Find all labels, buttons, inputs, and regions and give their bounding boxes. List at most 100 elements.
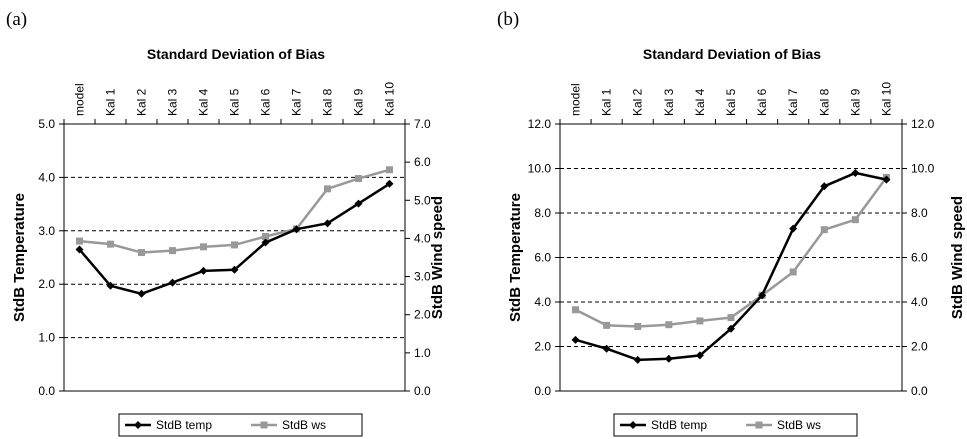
y2-tick-label: 0.0 bbox=[414, 384, 431, 398]
data-point-temp bbox=[354, 199, 363, 208]
category-label: Kal 6 bbox=[259, 88, 273, 116]
y-tick-label: 10.0 bbox=[528, 162, 552, 176]
category-label: Kal 8 bbox=[817, 88, 831, 116]
data-point-ws bbox=[355, 175, 362, 183]
data-point-temp bbox=[758, 291, 767, 300]
y-tick-label: 2.0 bbox=[534, 340, 551, 354]
data-point-temp bbox=[882, 175, 891, 184]
data-point-ws bbox=[324, 185, 331, 193]
y2-tick-label: 12.0 bbox=[911, 117, 935, 131]
data-point-temp bbox=[385, 179, 394, 188]
category-label: model bbox=[73, 83, 87, 116]
y-axis-title: StdB Temperature bbox=[507, 193, 524, 322]
category-label: Kal 2 bbox=[135, 88, 149, 116]
legend-label-ws: StdB ws bbox=[777, 418, 821, 432]
data-point-temp bbox=[727, 324, 735, 333]
category-label: Kal 1 bbox=[600, 88, 614, 116]
y-tick-label: 12.0 bbox=[528, 117, 552, 131]
category-label: Kal 9 bbox=[352, 88, 366, 116]
data-point-ws bbox=[851, 216, 859, 224]
y-axis-title: StdB Temperature bbox=[11, 193, 28, 322]
y2-tick-label: 6.0 bbox=[911, 251, 928, 265]
legend-box bbox=[118, 413, 363, 437]
panel-label: (a) bbox=[6, 9, 27, 30]
y-tick-label: 1.0 bbox=[38, 331, 55, 345]
data-point-temp bbox=[106, 281, 115, 290]
data-point-ws bbox=[665, 321, 673, 329]
data-point-ws bbox=[138, 249, 145, 257]
y2-tick-label: 7.0 bbox=[414, 117, 431, 131]
data-point-temp bbox=[292, 225, 301, 234]
legend-label-temp: StdB temp bbox=[651, 418, 707, 432]
category-label: Kal 1 bbox=[104, 88, 118, 116]
y-tick-label: 4.0 bbox=[534, 295, 551, 309]
y-tick-label: 4.0 bbox=[38, 170, 55, 184]
y2-tick-label: 4.0 bbox=[414, 231, 431, 245]
category-label: Kal 9 bbox=[848, 88, 862, 116]
category-label: Kal 4 bbox=[693, 88, 707, 116]
data-point-ws bbox=[572, 306, 580, 314]
data-point-ws bbox=[169, 247, 176, 255]
data-point-temp bbox=[75, 245, 84, 254]
data-point-temp bbox=[199, 266, 208, 275]
y2-tick-label: 8.0 bbox=[911, 206, 928, 220]
y2-tick-label: 2.0 bbox=[414, 308, 431, 322]
y2-tick-label: 0.0 bbox=[911, 384, 928, 398]
data-point-ws bbox=[231, 241, 238, 249]
data-point-temp bbox=[695, 351, 704, 360]
data-point-temp bbox=[230, 265, 239, 274]
category-label: Kal 10 bbox=[879, 82, 893, 116]
y2-tick-label: 5.0 bbox=[414, 193, 431, 207]
y-tick-label: 5.0 bbox=[38, 117, 55, 131]
category-label: Kal 7 bbox=[290, 88, 304, 116]
data-point-temp bbox=[820, 182, 829, 191]
y-tick-label: 0.0 bbox=[38, 384, 55, 398]
legend-label-temp: StdB temp bbox=[156, 418, 212, 432]
y2-tick-label: 6.0 bbox=[414, 155, 431, 169]
y2-tick-label: 3.0 bbox=[414, 270, 431, 284]
y2-tick-label: 2.0 bbox=[911, 340, 928, 354]
data-point-temp bbox=[261, 238, 270, 247]
category-label: Kal 4 bbox=[197, 88, 211, 116]
category-label: Kal 3 bbox=[662, 88, 676, 116]
y2-axis-title: StdB Wind speed bbox=[949, 196, 966, 319]
data-point-ws bbox=[727, 314, 735, 322]
data-point-temp bbox=[323, 219, 332, 228]
data-point-temp bbox=[168, 278, 177, 287]
y-tick-label: 2.0 bbox=[38, 277, 55, 291]
data-point-ws bbox=[820, 226, 828, 234]
y2-tick-label: 4.0 bbox=[911, 295, 928, 309]
data-point-ws bbox=[603, 321, 611, 329]
category-label: Kal 6 bbox=[755, 88, 769, 116]
data-point-temp bbox=[664, 354, 673, 363]
data-point-ws bbox=[107, 240, 114, 248]
legend-marker-temp bbox=[629, 421, 637, 429]
data-point-ws bbox=[696, 317, 704, 325]
series-line-ws bbox=[574, 176, 888, 328]
data-point-temp bbox=[851, 168, 860, 177]
chart-title: Standard Deviation of Bias bbox=[147, 46, 325, 62]
legend: StdB temp StdB ws bbox=[118, 413, 363, 437]
chart-panel-b: (b) Standard Deviation of Bias 0.0 2.0 4.0 6.… bbox=[497, 9, 966, 437]
panel-label: (b) bbox=[497, 9, 519, 30]
legend-box bbox=[613, 413, 858, 437]
data-point-temp bbox=[633, 355, 642, 364]
data-point-temp bbox=[789, 224, 798, 233]
y-tick-label: 6.0 bbox=[534, 251, 551, 265]
data-point-ws bbox=[386, 166, 393, 174]
category-label: Kal 5 bbox=[228, 88, 242, 116]
y2-tick-label: 10.0 bbox=[911, 162, 935, 176]
data-point-ws bbox=[634, 322, 642, 330]
category-label: Kal 2 bbox=[631, 88, 645, 116]
legend-marker-ws bbox=[755, 421, 763, 429]
y2-tick-label: 1.0 bbox=[414, 346, 431, 360]
y-tick-label: 8.0 bbox=[534, 206, 551, 220]
chart-panel-a: (a) Standard Deviation of Bias 0.0 1.0 2.0 3.… bbox=[6, 9, 446, 437]
data-point-temp bbox=[137, 289, 146, 298]
legend-marker-temp bbox=[134, 421, 142, 429]
data-point-temp bbox=[571, 335, 580, 344]
chart-title: Standard Deviation of Bias bbox=[643, 46, 821, 62]
legend-label-ws: StdB ws bbox=[282, 418, 326, 432]
data-point-ws bbox=[789, 268, 797, 276]
